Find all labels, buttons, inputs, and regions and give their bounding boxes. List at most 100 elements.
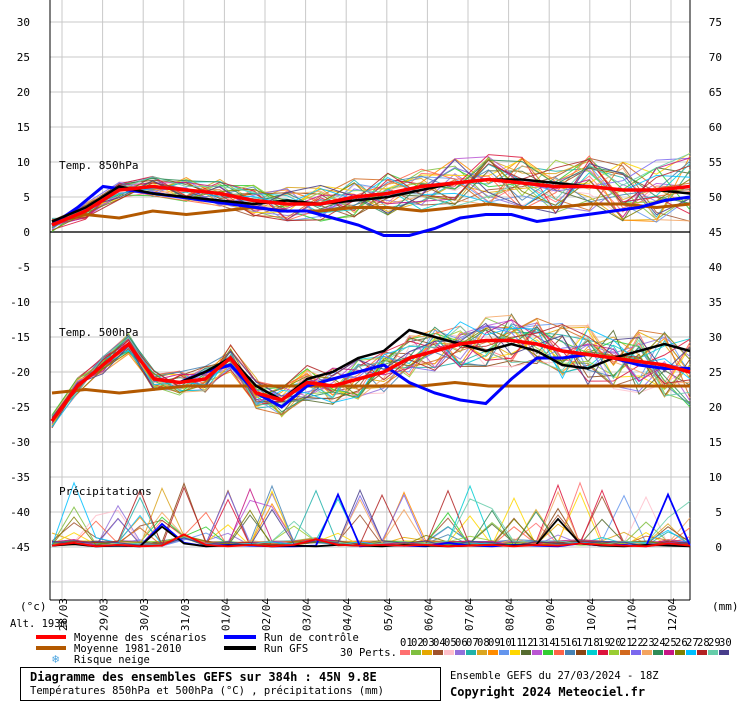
perturbation-swatch (444, 650, 454, 655)
x-date-label: 06/04 (422, 598, 435, 631)
perturbation-number: 26 (675, 637, 688, 649)
footer-subtitle: Températures 850hPa et 500hPa (°C) , pré… (30, 685, 385, 697)
right-tick-label: 0 (715, 541, 722, 554)
right-tick-label: 50 (709, 191, 722, 204)
perturbation-swatch (554, 650, 564, 655)
series-line-t500 (51, 380, 690, 395)
series-line-t500 (50, 338, 691, 423)
right-tick-label: 60 (709, 121, 722, 134)
perturbation-line (51, 153, 691, 223)
left-tick-label: -15 (10, 331, 30, 344)
chart-grid (49, 0, 691, 601)
left-tick-label: 30 (17, 16, 30, 29)
perturbation-swatch (488, 650, 498, 655)
perturbation-swatch (565, 650, 575, 655)
right-axis-unit: (mm) (712, 600, 739, 613)
perturbation-number: 03 (422, 637, 435, 649)
x-date-label: 11/04 (625, 598, 638, 631)
perturbation-swatch (631, 650, 641, 655)
perturbation-number: 13 (532, 637, 545, 649)
left-tick-label: -10 (10, 296, 30, 309)
perturbation-swatch (455, 650, 465, 655)
perturbation-number: 17 (576, 637, 589, 649)
perturbation-line (51, 525, 691, 547)
x-date-label: 04/04 (341, 598, 354, 631)
perturbation-swatch (576, 650, 586, 655)
perturbation-number: 14 (543, 637, 556, 649)
panel-label-500: Temp. 500hPa (59, 326, 138, 339)
perturbation-number: 18 (587, 637, 600, 649)
perturbation-number: 16 (565, 637, 578, 649)
perturbation-swatch (686, 650, 696, 655)
x-date-label: 05/04 (382, 598, 395, 631)
perturbation-number: 30 (719, 637, 732, 649)
perturbation-swatch (422, 650, 432, 655)
right-tick-label: 30 (709, 331, 722, 344)
perturbation-swatch (708, 650, 718, 655)
right-tick-label: 10 (709, 471, 722, 484)
perturbation-number: 24 (653, 637, 666, 649)
perturbation-number: 29 (708, 637, 721, 649)
perturbation-line (51, 172, 691, 229)
x-date-label: 07/04 (463, 598, 476, 631)
perturbation-number: 01 (400, 637, 413, 649)
series-line-precip (51, 533, 691, 548)
right-tick-label: 75 (709, 16, 722, 29)
perturbation-number: 20 (609, 637, 622, 649)
right-tick-label: 70 (709, 51, 722, 64)
perturbation-number: 19 (598, 637, 611, 649)
footer-box (20, 667, 441, 701)
legend: Moyenne des scénarios Moyenne 1981-2010 … (36, 632, 397, 666)
footer-title: Diagramme des ensembles GEFS sur 384h : … (30, 670, 377, 684)
right-tick-label: 65 (709, 86, 722, 99)
perturbation-number: 22 (631, 637, 644, 649)
snowflake-icon: ❄ (52, 652, 59, 666)
perturbation-swatch (653, 650, 663, 655)
left-tick-label: 0 (23, 226, 30, 239)
perturbation-line (51, 157, 691, 225)
perturbation-number: 06 (455, 637, 468, 649)
perturbation-line (51, 325, 691, 420)
perturbation-swatch (697, 650, 707, 655)
left-tick-label: 10 (17, 156, 30, 169)
x-date-label: 08/04 (504, 598, 517, 631)
legend-label-snow: Risque neige (74, 654, 150, 666)
right-tick-label: 55 (709, 156, 722, 169)
perturbation-number: 09 (488, 637, 501, 649)
legend-label-clim: Moyenne 1981-2010 (74, 643, 181, 655)
perturbation-swatch (466, 650, 476, 655)
x-date-label: 30/03 (138, 598, 151, 631)
perturbation-number: 08 (477, 637, 490, 649)
perturbation-swatch (664, 650, 674, 655)
perturbation-number: 27 (686, 637, 699, 649)
right-tick-label: 35 (709, 296, 722, 309)
footer-copyright: Copyright 2024 Meteociel.fr (450, 685, 646, 699)
right-tick-label: 45 (709, 226, 722, 239)
legend-label-control: Run de contrôle (264, 632, 359, 644)
perturbation-line (51, 155, 691, 221)
left-axis-unit: (°c) (20, 600, 47, 613)
footer-run: Ensemble GEFS du 27/03/2024 - 18Z (450, 670, 659, 682)
left-tick-label: -30 (10, 436, 30, 449)
left-tick-label: -5 (17, 261, 30, 274)
right-tick-label: 25 (709, 366, 722, 379)
series-line-t850 (51, 202, 691, 223)
perturbation-swatch (719, 650, 729, 655)
panel-label-850: Temp. 850hPa (59, 159, 138, 172)
perturbation-swatch (499, 650, 509, 655)
perturbation-swatch (433, 650, 443, 655)
perturbation-number: 12 (521, 637, 534, 649)
right-tick-label: 15 (709, 436, 722, 449)
x-date-label: 29/03 (98, 598, 111, 631)
main-series-lines (50, 177, 691, 548)
x-date-label: 12/04 (666, 598, 679, 631)
perturbation-swatch (532, 650, 542, 655)
left-tick-label: 5 (23, 191, 30, 204)
perturbation-swatch (598, 650, 608, 655)
perts-label: 30 Perts. (340, 647, 397, 659)
x-date-label: 31/03 (179, 598, 192, 631)
right-tick-label: 20 (709, 401, 722, 414)
right-tick-label: 40 (709, 261, 722, 274)
